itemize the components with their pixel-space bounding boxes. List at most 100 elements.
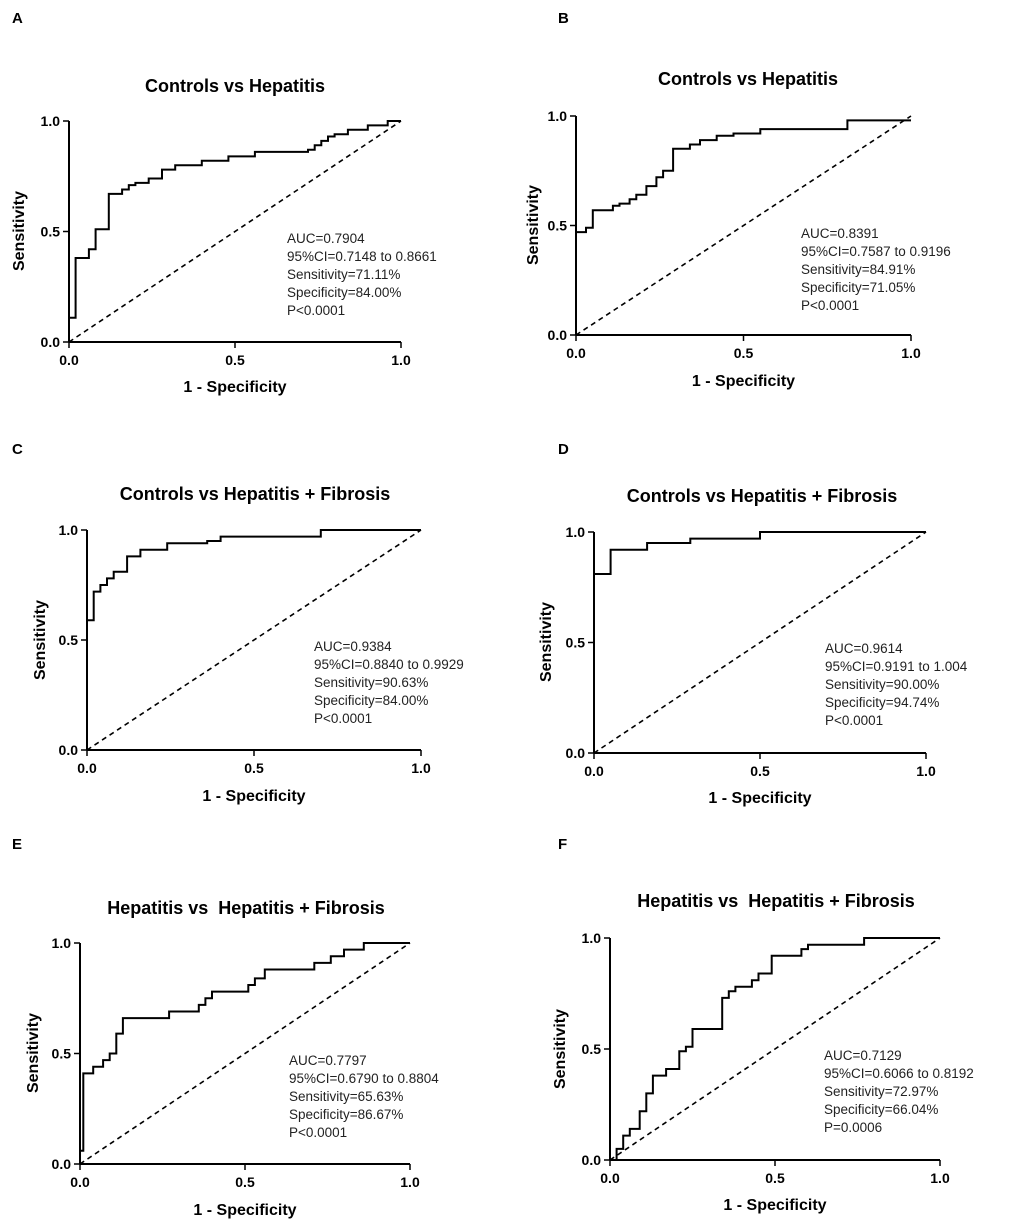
reference-diagonal-line [68, 120, 402, 343]
y-tick-label: 0.5 [41, 224, 61, 240]
y-tick-label: 0.0 [52, 1156, 72, 1172]
stats-annotation-line: Sensitivity=90.00% [825, 677, 939, 692]
stats-annotation-line: P<0.0001 [287, 303, 345, 318]
roc-panel-e: E Hepatitis vs Hepatitis + Fibrosis 0.0 0.5… [12, 836, 439, 1219]
stats-annotation-line: 95%CI=0.8840 to 0.9929 [314, 657, 464, 672]
y-tick-label: 0.0 [582, 1152, 602, 1168]
x-tick-label: 1.0 [930, 1170, 950, 1186]
panel-letter: B [558, 10, 569, 27]
roc-curve-line [610, 937, 940, 1161]
stats-annotation-line: Specificity=86.67% [289, 1107, 403, 1122]
chart-title: Hepatitis vs Hepatitis + Fibrosis [637, 891, 915, 911]
y-tick-label: 0.5 [582, 1041, 602, 1057]
roc-curve-line [86, 529, 421, 750]
stats-annotation-line: 95%CI=0.7587 to 0.9196 [801, 244, 951, 259]
panel-letter: D [558, 441, 569, 458]
y-tick-label: 1.0 [41, 113, 61, 129]
stats-annotation-line: Specificity=66.04% [824, 1102, 938, 1117]
x-tick-label: 0.5 [765, 1170, 785, 1186]
stats-annotation-line: Sensitivity=84.91% [801, 262, 915, 277]
x-tick-label: 0.0 [600, 1170, 620, 1186]
x-tick-label: 1.0 [400, 1174, 420, 1190]
stats-annotation-line: Specificity=71.05% [801, 280, 915, 295]
x-tick-label: 0.5 [734, 345, 754, 361]
stats-annotation-line: P<0.0001 [825, 713, 883, 728]
x-tick-label: 1.0 [411, 760, 431, 776]
x-axis-label: 1 - Specificity [723, 1197, 826, 1214]
y-tick-label: 1.0 [566, 524, 586, 540]
y-tick-label: 1.0 [582, 930, 602, 946]
y-tick-label: 0.5 [52, 1046, 72, 1062]
chart-title: Controls vs Hepatitis [145, 76, 325, 96]
stats-annotation-line: Sensitivity=71.11% [287, 267, 400, 282]
stats-annotation-line: 95%CI=0.6066 to 0.8192 [824, 1066, 974, 1081]
x-axis-label: 1 - Specificity [692, 373, 795, 390]
y-tick-label: 0.0 [548, 327, 568, 343]
x-tick-label: 0.0 [59, 352, 79, 368]
roc-panel-c: C Controls vs Hepatitis + Fibrosis 0.0 0.5 1… [12, 441, 464, 805]
roc-curve-line [593, 531, 926, 753]
roc-curve-line [79, 942, 410, 1164]
y-axis-label: Sensitivity [552, 1009, 569, 1089]
y-axis-label: Sensitivity [11, 191, 28, 271]
roc-panel-b: B Controls vs Hepatitis 0.0 0.5 1.0 0.0 0.5 1.0… [525, 10, 951, 390]
y-tick-label: 0.0 [566, 745, 586, 761]
panel-letter: A [12, 10, 23, 27]
y-axis-label: Sensitivity [32, 600, 49, 680]
reference-diagonal-line [575, 115, 912, 336]
x-tick-label: 1.0 [901, 345, 921, 361]
y-axis-label: Sensitivity [525, 185, 542, 265]
x-axis-label: 1 - Specificity [202, 788, 305, 805]
y-tick-label: 0.5 [59, 632, 79, 648]
x-axis-label: 1 - Specificity [183, 379, 286, 396]
roc-panel-a: A Controls vs Hepatitis 0.0 0.5 1.0 0.0 0.5 1.0… [11, 10, 437, 396]
y-axis-label: Sensitivity [538, 602, 555, 682]
roc-curve-line [68, 120, 401, 342]
y-tick-label: 0.5 [566, 635, 586, 651]
x-tick-label: 1.0 [916, 763, 936, 779]
reference-diagonal-line [609, 937, 941, 1161]
x-tick-label: 0.0 [77, 760, 97, 776]
roc-panel-f: F Hepatitis vs Hepatitis + Fibrosis 0.0 0.5… [552, 836, 974, 1214]
stats-annotation-line: Sensitivity=90.63% [314, 675, 428, 690]
reference-diagonal-line [86, 529, 422, 751]
stats-annotation-line: AUC=0.7797 [289, 1053, 367, 1068]
chart-title: Controls vs Hepatitis + Fibrosis [627, 486, 898, 506]
panel-letter: E [12, 836, 22, 853]
x-tick-label: 0.5 [750, 763, 770, 779]
x-axis-label: 1 - Specificity [193, 1202, 296, 1219]
y-tick-label: 0.0 [41, 334, 61, 350]
roc-curve-line [575, 119, 911, 335]
stats-annotation-line: Specificity=84.00% [314, 693, 428, 708]
x-tick-label: 0.0 [566, 345, 586, 361]
stats-annotation-line: P<0.0001 [289, 1125, 347, 1140]
stats-annotation-line: AUC=0.7129 [824, 1048, 902, 1063]
chart-title: Controls vs Hepatitis + Fibrosis [120, 484, 391, 504]
x-tick-label: 0.0 [584, 763, 604, 779]
y-axis-label: Sensitivity [25, 1013, 42, 1093]
stats-annotation-line: 95%CI=0.6790 to 0.8804 [289, 1071, 439, 1086]
x-tick-label: 1.0 [391, 352, 411, 368]
x-tick-label: 0.5 [235, 1174, 255, 1190]
panel-letter: F [558, 836, 567, 853]
x-tick-label: 0.0 [70, 1174, 90, 1190]
stats-annotation-line: AUC=0.9614 [825, 641, 903, 656]
stats-annotation-line: 95%CI=0.7148 to 0.8661 [287, 249, 437, 264]
y-tick-label: 1.0 [548, 108, 568, 124]
panel-letter: C [12, 441, 23, 458]
reference-diagonal-line [79, 942, 411, 1165]
stats-annotation-line: P<0.0001 [314, 711, 372, 726]
y-tick-label: 1.0 [52, 935, 72, 951]
stats-annotation-line: 95%CI=0.9191 to 1.004 [825, 659, 968, 674]
roc-panel-d: D Controls vs Hepatitis + Fibrosis 0.0 0.5 1… [538, 441, 968, 807]
stats-annotation-line: Sensitivity=72.97% [824, 1084, 938, 1099]
chart-title: Hepatitis vs Hepatitis + Fibrosis [107, 898, 385, 918]
stats-annotation-line: AUC=0.7904 [287, 231, 365, 246]
chart-title: Controls vs Hepatitis [658, 69, 838, 89]
reference-diagonal-line [593, 531, 927, 754]
y-tick-label: 1.0 [59, 522, 79, 538]
stats-annotation-line: Specificity=84.00% [287, 285, 401, 300]
y-tick-label: 0.5 [548, 218, 568, 234]
stats-annotation-line: P=0.0006 [824, 1120, 882, 1135]
